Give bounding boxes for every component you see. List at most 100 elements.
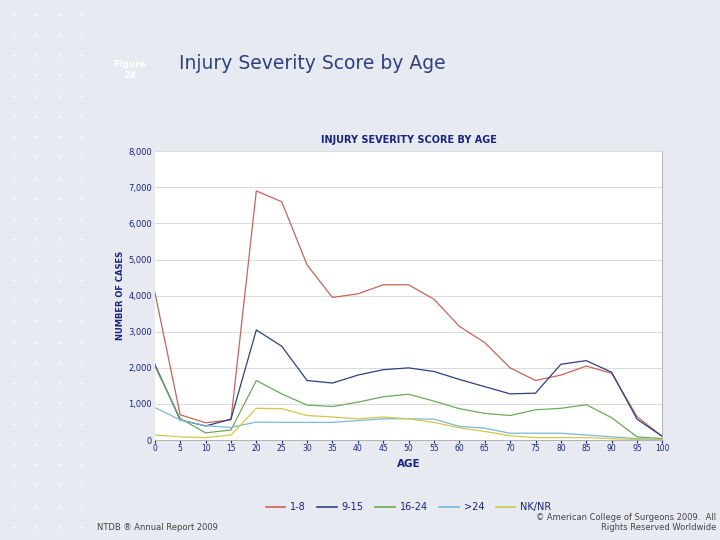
9-15	[582, 357, 590, 364]
Text: Figure
24: Figure 24	[113, 60, 146, 80]
16-24	[455, 406, 464, 412]
9-15	[480, 383, 489, 390]
16-24	[354, 399, 362, 406]
>24	[582, 432, 590, 438]
9-15	[608, 369, 616, 375]
Legend: 1-8, 9-15, 16-24, >24, NK/NR: 1-8, 9-15, 16-24, >24, NK/NR	[262, 498, 555, 516]
1-8	[150, 289, 159, 295]
16-24	[379, 394, 387, 400]
NK/NR	[303, 413, 312, 419]
9-15	[303, 377, 312, 384]
9-15	[379, 367, 387, 373]
NK/NR	[227, 432, 235, 438]
16-24	[480, 410, 489, 417]
>24	[480, 425, 489, 431]
16-24	[202, 430, 210, 436]
9-15	[252, 327, 261, 333]
9-15	[505, 390, 514, 397]
16-24	[277, 390, 286, 397]
>24	[430, 416, 438, 422]
NK/NR	[150, 432, 159, 438]
X-axis label: AGE: AGE	[397, 459, 420, 469]
Line: >24: >24	[155, 408, 662, 440]
9-15	[176, 417, 184, 423]
>24	[455, 423, 464, 430]
>24	[557, 430, 565, 436]
9-15	[150, 361, 159, 368]
16-24	[430, 398, 438, 404]
NK/NR	[480, 428, 489, 435]
9-15	[633, 416, 642, 422]
Title: INJURY SEVERITY SCORE BY AGE: INJURY SEVERITY SCORE BY AGE	[320, 135, 497, 145]
NK/NR	[505, 433, 514, 439]
16-24	[227, 427, 235, 433]
1-8	[354, 291, 362, 297]
1-8	[658, 433, 667, 440]
>24	[328, 419, 337, 426]
1-8	[202, 420, 210, 426]
NK/NR	[455, 424, 464, 431]
>24	[252, 419, 261, 426]
>24	[150, 404, 159, 411]
NK/NR	[176, 434, 184, 440]
16-24	[303, 402, 312, 408]
9-15	[227, 416, 235, 422]
NK/NR	[328, 414, 337, 420]
9-15	[430, 368, 438, 375]
>24	[531, 430, 540, 436]
16-24	[405, 391, 413, 397]
>24	[176, 417, 184, 423]
16-24	[582, 401, 590, 408]
>24	[505, 430, 514, 436]
16-24	[633, 434, 642, 440]
Line: NK/NR: NK/NR	[155, 408, 662, 440]
Text: Injury Severity Score by Age: Injury Severity Score by Age	[179, 54, 445, 73]
1-8	[531, 377, 540, 384]
NK/NR	[379, 414, 387, 420]
Line: 9-15: 9-15	[155, 330, 662, 436]
16-24	[658, 435, 667, 442]
16-24	[505, 413, 514, 419]
1-8	[582, 363, 590, 369]
Line: 1-8: 1-8	[155, 191, 662, 436]
NK/NR	[582, 434, 590, 441]
1-8	[176, 411, 184, 418]
>24	[277, 419, 286, 426]
NK/NR	[557, 434, 565, 441]
>24	[633, 435, 642, 442]
9-15	[328, 380, 337, 386]
1-8	[379, 281, 387, 288]
1-8	[277, 199, 286, 205]
9-15	[354, 372, 362, 379]
16-24	[608, 415, 616, 421]
1-8	[608, 370, 616, 376]
16-24	[557, 405, 565, 411]
16-24	[252, 377, 261, 384]
NK/NR	[277, 406, 286, 412]
1-8	[455, 323, 464, 329]
NK/NR	[252, 405, 261, 411]
NK/NR	[633, 436, 642, 443]
>24	[608, 434, 616, 440]
1-8	[505, 364, 514, 371]
NK/NR	[354, 416, 362, 422]
9-15	[277, 343, 286, 349]
1-8	[227, 417, 235, 423]
9-15	[455, 376, 464, 383]
Text: © American College of Surgeons 2009.  All
Rights Reserved Worldwide: © American College of Surgeons 2009. All…	[536, 512, 716, 532]
NK/NR	[608, 435, 616, 442]
9-15	[557, 361, 565, 368]
>24	[658, 436, 667, 443]
1-8	[405, 281, 413, 288]
9-15	[531, 390, 540, 396]
1-8	[252, 188, 261, 194]
1-8	[430, 296, 438, 302]
NK/NR	[405, 416, 413, 422]
>24	[354, 417, 362, 424]
1-8	[633, 414, 642, 420]
16-24	[328, 403, 337, 410]
NK/NR	[531, 434, 540, 441]
Text: NTDB ® Annual Report 2009: NTDB ® Annual Report 2009	[97, 523, 218, 532]
9-15	[405, 364, 413, 371]
16-24	[176, 415, 184, 422]
